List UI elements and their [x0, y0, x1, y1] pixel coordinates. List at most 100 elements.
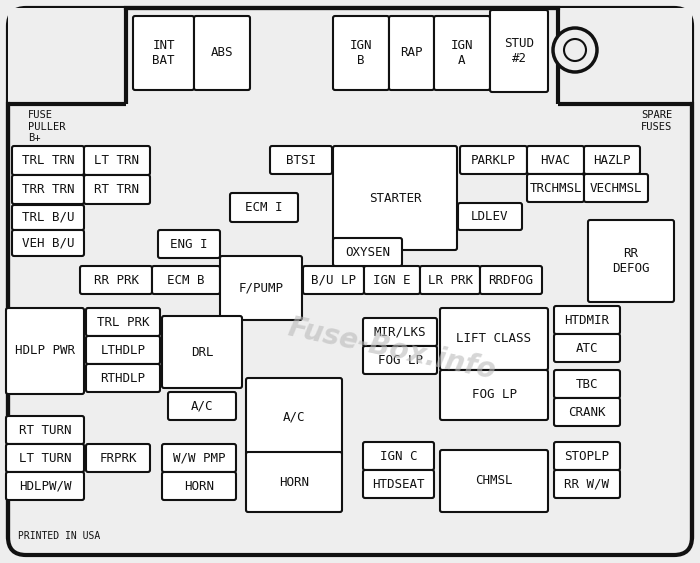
Circle shape: [553, 28, 597, 72]
FancyBboxPatch shape: [12, 205, 84, 230]
FancyBboxPatch shape: [86, 364, 160, 392]
Text: MIR/LKS: MIR/LKS: [374, 325, 426, 338]
FancyBboxPatch shape: [246, 378, 342, 456]
Text: FUSE
PULLER
B+: FUSE PULLER B+: [28, 110, 66, 143]
FancyBboxPatch shape: [527, 146, 584, 174]
Text: TRL TRN: TRL TRN: [22, 154, 74, 167]
FancyBboxPatch shape: [84, 146, 150, 175]
FancyBboxPatch shape: [162, 472, 236, 500]
Text: TRL B/U: TRL B/U: [22, 211, 74, 224]
Text: HVAC: HVAC: [540, 154, 570, 167]
Text: VEH B/U: VEH B/U: [22, 236, 74, 249]
FancyBboxPatch shape: [554, 306, 620, 334]
Text: PARKLP: PARKLP: [471, 154, 516, 167]
Text: STUD
#2: STUD #2: [504, 37, 534, 65]
FancyBboxPatch shape: [270, 146, 332, 174]
Text: ATC: ATC: [575, 342, 598, 355]
FancyBboxPatch shape: [440, 308, 548, 370]
FancyBboxPatch shape: [480, 266, 542, 294]
Text: HDLPW/W: HDLPW/W: [19, 480, 71, 493]
Text: STARTER: STARTER: [369, 191, 421, 204]
FancyBboxPatch shape: [86, 336, 160, 364]
Text: FRPRK: FRPRK: [99, 452, 136, 464]
Text: LT TRN: LT TRN: [94, 154, 139, 167]
Text: F/PUMP: F/PUMP: [239, 282, 284, 294]
FancyBboxPatch shape: [6, 472, 84, 500]
FancyBboxPatch shape: [458, 203, 522, 230]
FancyBboxPatch shape: [460, 146, 527, 174]
Text: OXYSEN: OXYSEN: [345, 245, 390, 258]
FancyBboxPatch shape: [554, 398, 620, 426]
Text: TRL PRK: TRL PRK: [97, 315, 149, 328]
Text: IGN E: IGN E: [373, 274, 411, 287]
Text: LDLEV: LDLEV: [471, 210, 509, 223]
Text: DRL: DRL: [190, 346, 214, 359]
FancyBboxPatch shape: [363, 470, 434, 498]
Text: CRANK: CRANK: [568, 405, 606, 418]
FancyBboxPatch shape: [333, 146, 457, 250]
Text: LIFT CLASS: LIFT CLASS: [456, 333, 531, 346]
FancyBboxPatch shape: [333, 16, 389, 90]
Text: HTDSEAT: HTDSEAT: [372, 477, 425, 490]
FancyBboxPatch shape: [133, 16, 194, 90]
Text: Fuse-Box.info: Fuse-Box.info: [286, 314, 498, 385]
FancyBboxPatch shape: [162, 444, 236, 472]
Text: RR PRK: RR PRK: [94, 274, 139, 287]
FancyBboxPatch shape: [363, 442, 434, 470]
FancyBboxPatch shape: [6, 308, 84, 394]
Text: LT TURN: LT TURN: [19, 452, 71, 464]
FancyBboxPatch shape: [440, 450, 548, 512]
Circle shape: [564, 39, 586, 61]
Text: HORN: HORN: [279, 476, 309, 489]
Bar: [8, 8, 126, 104]
FancyBboxPatch shape: [162, 316, 242, 388]
Text: LTHDLP: LTHDLP: [101, 343, 146, 356]
FancyBboxPatch shape: [527, 174, 584, 202]
Text: A/C: A/C: [283, 410, 305, 423]
FancyBboxPatch shape: [554, 470, 620, 498]
FancyBboxPatch shape: [363, 318, 437, 346]
Text: RR W/W: RR W/W: [564, 477, 610, 490]
Text: FOG LP: FOG LP: [472, 388, 517, 401]
FancyBboxPatch shape: [434, 16, 490, 90]
FancyBboxPatch shape: [6, 416, 84, 444]
FancyBboxPatch shape: [389, 16, 434, 90]
FancyBboxPatch shape: [6, 444, 84, 472]
FancyBboxPatch shape: [230, 193, 298, 222]
Text: RR
DEFOG: RR DEFOG: [612, 247, 650, 275]
Text: RAP: RAP: [400, 47, 423, 60]
Text: B/U LP: B/U LP: [311, 274, 356, 287]
FancyBboxPatch shape: [584, 174, 648, 202]
FancyBboxPatch shape: [303, 266, 364, 294]
FancyBboxPatch shape: [554, 370, 620, 398]
Text: TBC: TBC: [575, 378, 598, 391]
FancyBboxPatch shape: [152, 266, 220, 294]
Text: RRDFOG: RRDFOG: [489, 274, 533, 287]
Text: BTSI: BTSI: [286, 154, 316, 167]
Text: LR PRK: LR PRK: [428, 274, 472, 287]
FancyBboxPatch shape: [12, 146, 84, 175]
FancyBboxPatch shape: [333, 238, 402, 266]
Text: IGN
A: IGN A: [451, 39, 473, 67]
Text: IGN C: IGN C: [379, 449, 417, 462]
FancyBboxPatch shape: [86, 444, 150, 472]
Text: CHMSL: CHMSL: [475, 475, 512, 488]
Text: ENG I: ENG I: [170, 238, 208, 251]
Text: RT TURN: RT TURN: [19, 423, 71, 436]
Text: ABS: ABS: [211, 47, 233, 60]
Text: INT
BAT: INT BAT: [153, 39, 175, 67]
FancyBboxPatch shape: [12, 230, 84, 256]
Text: STOPLP: STOPLP: [564, 449, 610, 462]
Text: HDLP PWR: HDLP PWR: [15, 345, 75, 358]
FancyBboxPatch shape: [588, 220, 674, 302]
FancyBboxPatch shape: [220, 256, 302, 320]
FancyBboxPatch shape: [80, 266, 152, 294]
FancyBboxPatch shape: [8, 8, 692, 555]
Text: PRINTED IN USA: PRINTED IN USA: [18, 531, 100, 541]
Bar: [558, 8, 692, 104]
FancyBboxPatch shape: [440, 370, 548, 420]
FancyBboxPatch shape: [420, 266, 480, 294]
Text: ECM B: ECM B: [167, 274, 204, 287]
Text: TRCHMSL: TRCHMSL: [529, 181, 582, 194]
Text: TRR TRN: TRR TRN: [22, 183, 74, 196]
